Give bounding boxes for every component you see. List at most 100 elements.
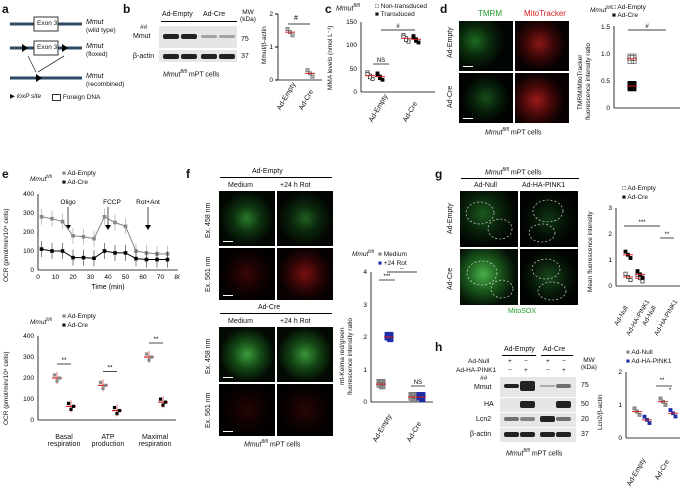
svg-text:4: 4 <box>363 269 367 276</box>
h-mw-75: 75 <box>581 382 589 389</box>
svg-text:200: 200 <box>23 375 34 382</box>
panel-label-h: h <box>435 340 443 354</box>
e-series-point <box>60 249 65 253</box>
d-img-cre-tmrm <box>459 73 513 123</box>
legend-loxp: ▶ loxP site <box>10 93 42 100</box>
h-ytitle: Lcn2/β-actin <box>597 394 604 430</box>
svg-text:1: 1 <box>608 257 612 264</box>
panel-a-schematic: Exon 3 Exon 3 Mmut (wild type) Mmut (flo… <box>8 6 124 106</box>
e-series-point <box>155 257 159 262</box>
svg-text:FCCP: FCCP <box>103 199 121 206</box>
svg-text:***: *** <box>638 220 646 226</box>
f-ytitle-1: mt-Keima red/green <box>339 327 346 385</box>
svg-text:2: 2 <box>608 231 612 238</box>
e-series-point <box>92 236 96 241</box>
c-gene-title: Mmutfl/fl <box>336 3 360 13</box>
h-blot-ha <box>500 398 576 412</box>
h-points-point <box>642 414 647 419</box>
h-blot-lcn2 <box>500 413 576 427</box>
c-ytitle: MMA levels (nmol L⁻¹) <box>327 25 334 90</box>
g-stain-label: MitoSOX <box>508 308 537 315</box>
b-blot-actin <box>159 50 237 62</box>
h-mark: + <box>546 358 550 365</box>
g-img-cre-null <box>460 249 518 305</box>
e-series-point <box>123 251 128 255</box>
b-mw-75: 75 <box>241 36 249 43</box>
h-points-point <box>663 402 668 407</box>
svg-text:100: 100 <box>23 396 34 403</box>
h-mw-header: MW (kDa) <box>581 357 597 371</box>
h-legend-pink1: ■ Ad-HA-PINK1 <box>626 358 672 365</box>
f-img-c-561-med <box>219 384 275 436</box>
h-row-mmut: Mmut <box>474 384 492 391</box>
b-caption: Mmutfl/fl mPT cells <box>163 69 220 79</box>
f-col-rot-2: +24 h Rot <box>280 318 311 325</box>
f-group-empty: Ad-Empty <box>252 168 283 175</box>
svg-text:NS: NS <box>414 380 422 386</box>
svg-text:#: # <box>645 23 649 30</box>
e-bar-point <box>115 411 119 416</box>
f-img-c-458-med <box>219 327 275 382</box>
f-col-rot-1: +24 h Rot <box>280 182 311 189</box>
f-xcat-1: Ad-Cre <box>406 420 424 444</box>
f-row-561-2: Ex. 561 nm <box>205 392 212 428</box>
f-row-561-1: Ex. 561 nm <box>205 256 212 292</box>
svg-text:200: 200 <box>23 229 34 236</box>
svg-text:NS: NS <box>377 58 385 64</box>
h-mark: + <box>562 367 566 374</box>
e-bar-point <box>57 376 62 380</box>
b-mw-header: MW (kDa) <box>240 9 256 23</box>
h-points-point <box>668 408 673 412</box>
svg-text:Rot+Ant: Rot+Ant <box>136 199 160 206</box>
row-gene-recombined: Mmut <box>86 73 104 80</box>
e-series-point <box>60 219 65 224</box>
row-state-floxed: (floxed) <box>86 51 108 58</box>
b-ytick-1: 1 <box>269 44 273 51</box>
e-series-point <box>123 224 128 229</box>
g-points-point <box>635 269 640 274</box>
f-ytitle-2: fluorescence intensity ratio <box>347 318 354 395</box>
e-series-point <box>81 255 86 260</box>
f-group-cre: Ad-Cre <box>258 304 281 311</box>
h-mark: + <box>508 358 512 365</box>
svg-text:30: 30 <box>87 274 95 281</box>
svg-text:0: 0 <box>608 283 612 290</box>
svg-text:0: 0 <box>30 417 34 424</box>
b-row-mmut: Mmut <box>133 33 151 40</box>
b-significance: # <box>294 15 298 22</box>
f-points-point <box>387 331 391 336</box>
f-caption: Mmutfl/fl mPT cells <box>244 439 301 449</box>
h-points-point <box>632 406 637 411</box>
f-gene-title: Mmutfl/fl <box>352 249 375 259</box>
h-points-point <box>673 414 678 419</box>
panel-label-g: g <box>435 167 443 181</box>
h-cond-empty: Ad-Empty <box>504 346 535 353</box>
h-blot-actin <box>500 428 576 442</box>
e-bar-point <box>117 408 122 413</box>
g-points-point <box>640 275 645 280</box>
g-img-empty-pink1 <box>520 191 578 247</box>
e-series-point <box>81 234 86 239</box>
exon3-label-wt: Exon 3 <box>37 20 58 27</box>
h-caption: Mmutfl/fl mPT cells <box>506 448 563 458</box>
e-series-point <box>113 220 117 225</box>
e-sig-label: ** <box>153 336 159 343</box>
e-xcat-basal: Basal respiration <box>47 434 81 448</box>
c-legend-trans: ■ Transduced <box>375 11 415 18</box>
g-legend-empty: □ Ad-Empty <box>622 185 656 192</box>
targeting-diagram <box>10 16 82 82</box>
e-series-point <box>71 234 75 238</box>
svg-text:1.0: 1.0 <box>601 51 610 58</box>
e-top-ytitle: OCR (pmol/min/10⁴ cells) <box>3 208 10 282</box>
svg-text:300: 300 <box>23 210 34 217</box>
svg-text:300: 300 <box>23 354 34 361</box>
h-mark: − <box>508 367 512 374</box>
h-cond-cre: Ad-Cre <box>543 346 566 353</box>
g-points-point <box>640 279 645 284</box>
panel-label-d: d <box>440 2 448 16</box>
g-xcat-3: Ad-HA-PINK1 <box>653 298 680 337</box>
e-bar-point <box>103 383 108 387</box>
e-bot-ytitle: OCR (pmol/min/10⁴ cells) <box>3 351 10 425</box>
e-bar-point <box>112 405 117 410</box>
f-xcat-0: Ad-Empty <box>372 413 394 444</box>
